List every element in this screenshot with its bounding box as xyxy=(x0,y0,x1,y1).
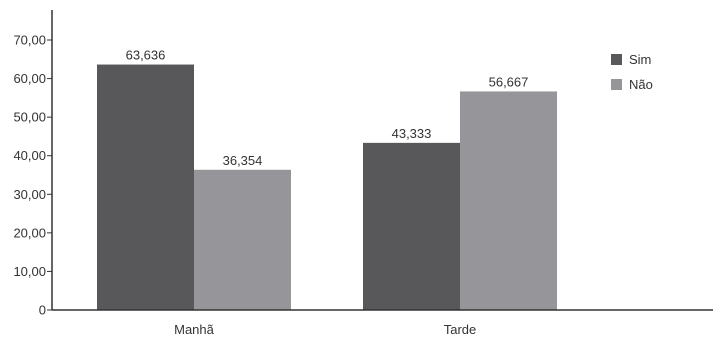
legend: Sim Não xyxy=(611,52,653,92)
data-label: 56,667 xyxy=(489,74,529,89)
data-label: 43,333 xyxy=(392,126,432,141)
y-axis: 0 10,00 20,00 30,00 40,00 50,00 60,00 70,00 xyxy=(13,10,53,318)
legend-label-sim: Sim xyxy=(629,52,651,67)
bar-não-2 xyxy=(460,91,557,311)
data-label: 63,636 xyxy=(126,48,166,63)
y-tick-label: 40,00 xyxy=(13,148,46,163)
y-tick-label: 10,00 xyxy=(13,264,46,279)
y-tick-label: 70,00 xyxy=(13,33,46,48)
legend-swatch-não xyxy=(611,79,622,90)
legend-swatch-sim xyxy=(611,54,622,65)
legend-label-não: Não xyxy=(629,77,653,92)
data-labels: 63,636 36,354 43,333 56,667 xyxy=(126,48,529,168)
x-category-label: Manhã xyxy=(174,322,215,337)
x-axis: Manhã Tarde xyxy=(52,309,713,337)
bar-sim-2 xyxy=(363,142,460,310)
y-tick-label: 0 xyxy=(39,303,46,318)
y-tick-label: 20,00 xyxy=(13,225,46,240)
y-tick-label: 50,00 xyxy=(13,110,46,125)
bars xyxy=(97,64,557,311)
y-tick-label: 30,00 xyxy=(13,187,46,202)
y-tick-label: 60,00 xyxy=(13,71,46,86)
data-label: 36,354 xyxy=(223,153,263,168)
x-category-label: Tarde xyxy=(444,322,477,337)
bar-sim-1 xyxy=(97,64,194,310)
bar-não-1 xyxy=(194,169,291,310)
